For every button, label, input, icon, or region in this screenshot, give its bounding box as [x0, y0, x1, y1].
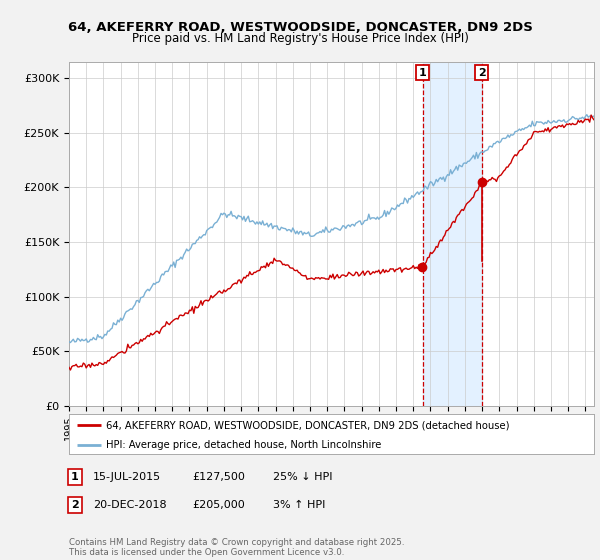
- Text: 2: 2: [71, 500, 79, 510]
- Text: £127,500: £127,500: [192, 472, 245, 482]
- Text: 2: 2: [478, 68, 485, 77]
- Text: 3% ↑ HPI: 3% ↑ HPI: [273, 500, 325, 510]
- Text: 1: 1: [419, 68, 427, 77]
- Text: 64, AKEFERRY ROAD, WESTWOODSIDE, DONCASTER, DN9 2DS (detached house): 64, AKEFERRY ROAD, WESTWOODSIDE, DONCAST…: [106, 421, 509, 431]
- Text: £205,000: £205,000: [192, 500, 245, 510]
- Text: 20-DEC-2018: 20-DEC-2018: [93, 500, 167, 510]
- Text: Price paid vs. HM Land Registry's House Price Index (HPI): Price paid vs. HM Land Registry's House …: [131, 32, 469, 45]
- Text: HPI: Average price, detached house, North Lincolnshire: HPI: Average price, detached house, Nort…: [106, 440, 381, 450]
- Text: 15-JUL-2015: 15-JUL-2015: [93, 472, 161, 482]
- Text: 1: 1: [71, 472, 79, 482]
- Text: Contains HM Land Registry data © Crown copyright and database right 2025.
This d: Contains HM Land Registry data © Crown c…: [69, 538, 404, 557]
- Text: 64, AKEFERRY ROAD, WESTWOODSIDE, DONCASTER, DN9 2DS: 64, AKEFERRY ROAD, WESTWOODSIDE, DONCAST…: [68, 21, 532, 34]
- Bar: [422, 62, 482, 406]
- Text: 25% ↓ HPI: 25% ↓ HPI: [273, 472, 332, 482]
